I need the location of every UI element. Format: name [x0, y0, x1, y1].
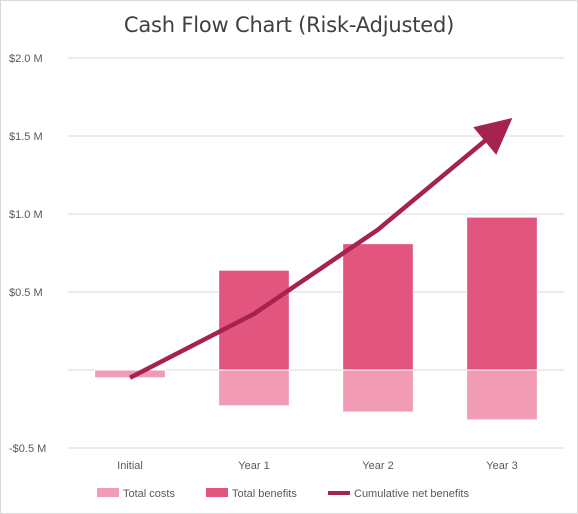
total-costs-bar	[342, 369, 414, 413]
x-tick-label: Initial	[117, 460, 143, 472]
y-tick-label: $0.5 M	[9, 287, 43, 299]
legend-swatch	[206, 488, 228, 497]
total-benefits-bar	[466, 216, 538, 371]
total-costs-bar	[466, 369, 538, 421]
y-tick-label: $1.0 M	[9, 209, 43, 221]
total-benefits-bar	[342, 243, 414, 371]
legend-label: Cumulative net benefits	[354, 488, 469, 500]
legend-swatch	[97, 488, 119, 497]
legend-label: Total benefits	[232, 488, 297, 500]
cumulative-net-benefits-line	[128, 118, 513, 380]
chart-title: Cash Flow Chart (Risk-Adjusted)	[123, 13, 455, 37]
x-tick-label: Year 2	[362, 460, 393, 472]
y-tick-label: $1.5 M	[9, 131, 43, 143]
x-tick-label: Year 1	[238, 460, 269, 472]
x-tick-label: Year 3	[486, 460, 517, 472]
y-tick-label: -$0.5 M	[9, 443, 46, 455]
legend-label: Total costs	[123, 488, 175, 500]
total-costs-bar	[218, 369, 290, 407]
total-benefits-bar	[218, 269, 290, 371]
y-tick-label: $2.0 M	[9, 53, 43, 65]
